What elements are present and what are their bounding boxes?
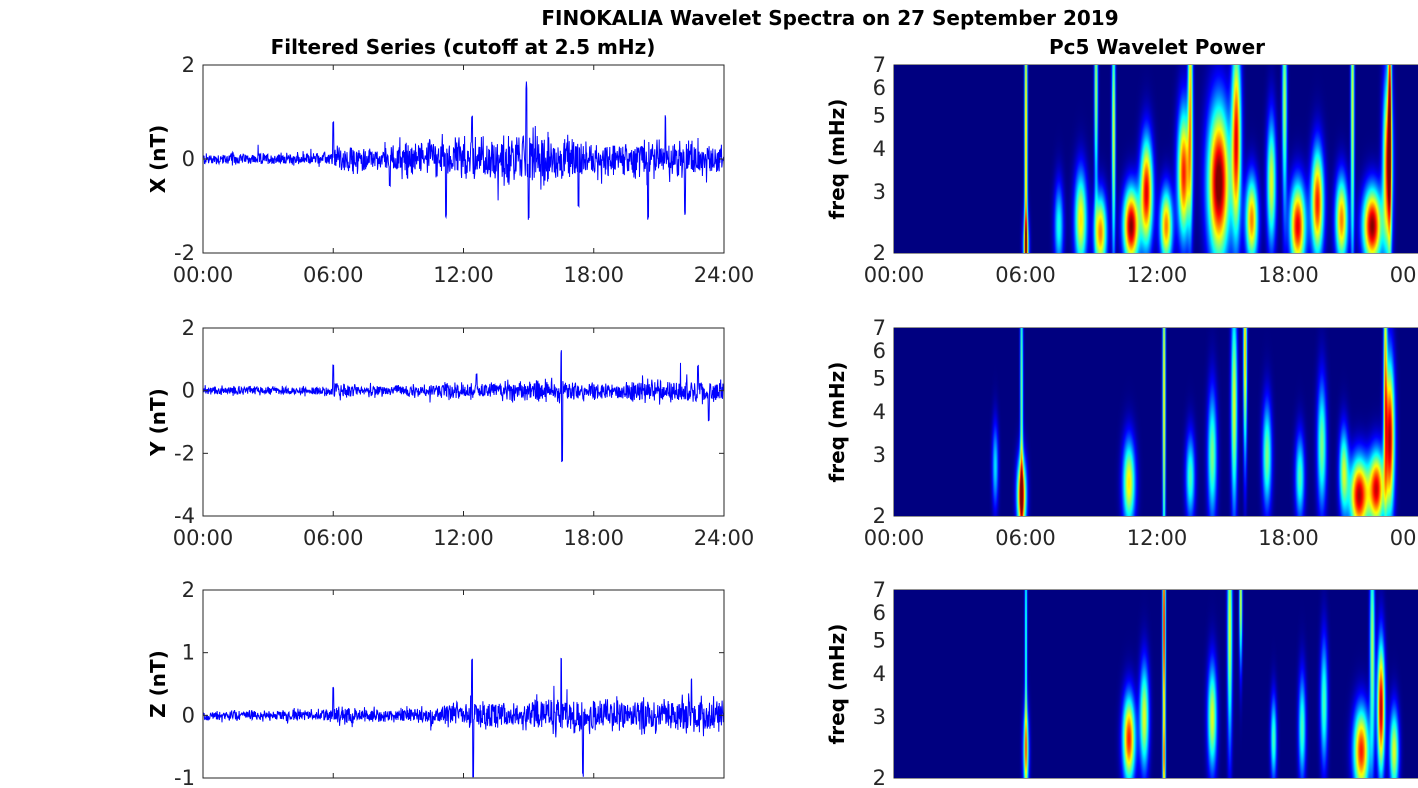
y-tick-label: 7 xyxy=(873,316,886,340)
y-tick-label: 3 xyxy=(873,443,886,467)
x-tick-label: 00:00 xyxy=(864,263,925,287)
x-tick-label: 12:00 xyxy=(1127,263,1188,287)
series-line-z xyxy=(202,657,725,778)
x-tick-label: 06:00 xyxy=(303,263,364,287)
y-tick-label: 2 xyxy=(182,53,195,77)
y-tick-label: 7 xyxy=(873,53,886,77)
x-tick-label: 18:00 xyxy=(563,526,624,550)
x-tick-label: 06:00 xyxy=(995,263,1056,287)
x-tick-label: 18:00 xyxy=(563,263,624,287)
x-tick-label: 00:00 xyxy=(1390,263,1418,287)
y-tick-label: -2 xyxy=(174,441,195,465)
x-tick-label: 24:00 xyxy=(694,526,755,550)
y-tick-label: 2 xyxy=(182,316,195,340)
x-tick-label: 00:00 xyxy=(1390,526,1418,550)
y-tick-label: 0 xyxy=(182,147,195,171)
x-tick-label: 12:00 xyxy=(433,263,494,287)
y-tick-label: 7 xyxy=(873,578,886,602)
y-tick-label: 2 xyxy=(873,504,886,528)
y-axis-label: Y (nT) xyxy=(146,388,170,457)
y-axis-label: freq (mHz) xyxy=(825,624,849,745)
y-tick-label: 2 xyxy=(873,766,886,788)
y-tick-label: 0 xyxy=(182,703,195,727)
x-tick-label: 18:00 xyxy=(1258,526,1319,550)
y-tick-label: 6 xyxy=(873,601,886,625)
y-tick-label: -4 xyxy=(174,504,195,528)
y-axis-label: X (nT) xyxy=(146,125,170,194)
x-tick-label: 06:00 xyxy=(303,526,364,550)
y-tick-label: 1 xyxy=(182,641,195,665)
y-tick-label: 5 xyxy=(873,628,886,652)
left-column-title: Filtered Series (cutoff at 2.5 mHz) xyxy=(270,35,656,59)
y-tick-label: 5 xyxy=(873,103,886,127)
y-tick-label: -1 xyxy=(174,766,195,788)
x-tick-label: 12:00 xyxy=(1127,526,1188,550)
y-tick-label: 3 xyxy=(873,180,886,204)
y-tick-label: 4 xyxy=(873,400,886,424)
wavelet-power-image-z xyxy=(894,590,1418,778)
panel-line-y xyxy=(202,327,725,517)
series-line-x xyxy=(202,81,725,220)
y-axis-label: freq (mHz) xyxy=(825,99,849,220)
plot-area xyxy=(203,590,724,778)
right-column-title: Pc5 Wavelet Power xyxy=(1048,35,1266,59)
x-tick-label: 00:00 xyxy=(173,263,234,287)
x-tick-label: 06:00 xyxy=(995,526,1056,550)
wavelet-power-image-y xyxy=(894,328,1418,516)
y-tick-label: 2 xyxy=(873,241,886,265)
y-tick-label: 6 xyxy=(873,339,886,363)
panel-line-z xyxy=(202,589,725,779)
y-tick-label: 4 xyxy=(873,137,886,161)
y-tick-label: 5 xyxy=(873,366,886,390)
y-axis-label: Z (nT) xyxy=(146,650,170,718)
x-tick-label: 24:00 xyxy=(694,263,755,287)
x-tick-label: 12:00 xyxy=(433,526,494,550)
x-tick-label: 00:00 xyxy=(864,526,925,550)
figure-title: FINOKALIA Wavelet Spectra on 27 Septembe… xyxy=(541,6,1119,30)
series-line-y xyxy=(202,350,725,463)
wavelet-power-image-x xyxy=(894,65,1418,253)
y-tick-label: 3 xyxy=(873,705,886,729)
y-tick-label: 4 xyxy=(873,662,886,686)
y-tick-label: -2 xyxy=(174,241,195,265)
x-tick-label: 00:00 xyxy=(173,526,234,550)
y-axis-label: freq (mHz) xyxy=(825,362,849,483)
y-tick-label: 2 xyxy=(182,578,195,602)
x-tick-label: 18:00 xyxy=(1258,263,1319,287)
plot-area xyxy=(203,328,724,516)
y-tick-label: 0 xyxy=(182,379,195,403)
panel-line-x xyxy=(202,64,725,254)
y-tick-label: 6 xyxy=(873,76,886,100)
